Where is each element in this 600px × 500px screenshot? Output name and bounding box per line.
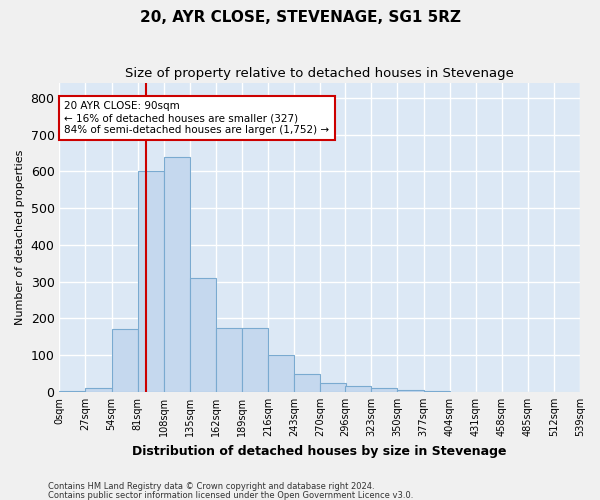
Bar xyxy=(268,355,294,392)
Bar xyxy=(371,388,397,392)
Bar xyxy=(216,328,242,392)
Bar xyxy=(85,388,112,392)
Bar xyxy=(397,390,424,392)
Text: Contains public sector information licensed under the Open Government Licence v3: Contains public sector information licen… xyxy=(48,490,413,500)
Bar xyxy=(190,278,216,392)
Bar xyxy=(346,386,371,392)
Bar xyxy=(424,391,449,392)
Text: 20 AYR CLOSE: 90sqm
← 16% of detached houses are smaller (327)
84% of semi-detac: 20 AYR CLOSE: 90sqm ← 16% of detached ho… xyxy=(64,102,329,134)
Text: Contains HM Land Registry data © Crown copyright and database right 2024.: Contains HM Land Registry data © Crown c… xyxy=(48,482,374,491)
Bar xyxy=(137,172,164,392)
Text: 20, AYR CLOSE, STEVENAGE, SG1 5RZ: 20, AYR CLOSE, STEVENAGE, SG1 5RZ xyxy=(139,10,461,25)
Bar xyxy=(242,328,268,392)
Y-axis label: Number of detached properties: Number of detached properties xyxy=(15,150,25,325)
Bar xyxy=(112,330,137,392)
Bar xyxy=(320,382,346,392)
Bar xyxy=(294,374,320,392)
Bar xyxy=(164,156,190,392)
X-axis label: Distribution of detached houses by size in Stevenage: Distribution of detached houses by size … xyxy=(133,444,507,458)
Bar xyxy=(59,391,85,392)
Title: Size of property relative to detached houses in Stevenage: Size of property relative to detached ho… xyxy=(125,68,514,80)
